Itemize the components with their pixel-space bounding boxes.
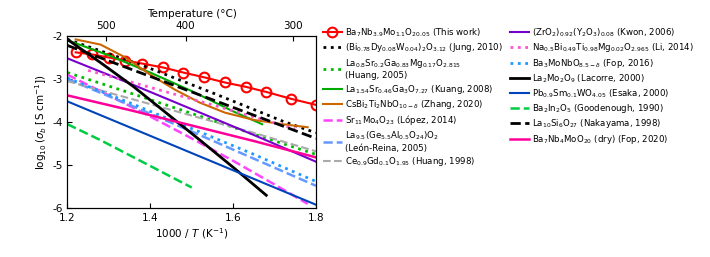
X-axis label: 1000 / $T$ (K$^{-1}$): 1000 / $T$ (K$^{-1}$) [155,226,229,241]
X-axis label: Temperature (°C): Temperature (°C) [147,9,236,19]
Legend: Ba$_7$Nb$_{3.9}$Mo$_{1.1}$O$_{20.05}$ (This work), (Bi$_{0.78}$Dy$_{0.08}$W$_{0.: Ba$_7$Nb$_{3.9}$Mo$_{1.1}$O$_{20.05}$ (T… [323,26,694,168]
Y-axis label: $\log_{10}(\sigma_b$ [S cm$^{-1}$]): $\log_{10}(\sigma_b$ [S cm$^{-1}$]) [33,74,50,170]
